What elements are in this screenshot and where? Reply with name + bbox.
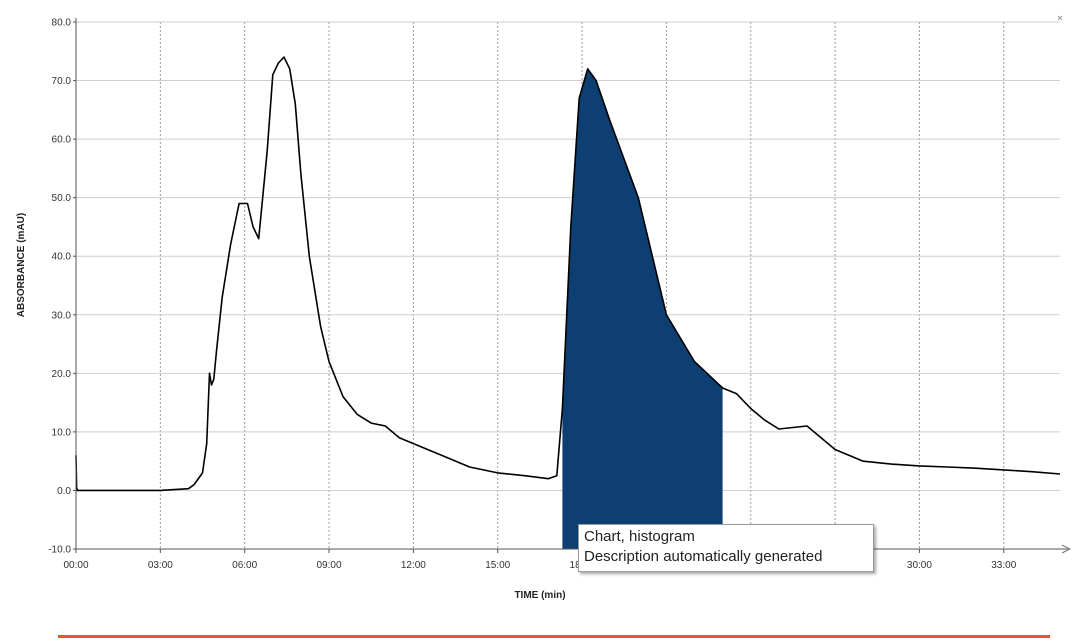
- x-axis-arrow-icon: [1061, 544, 1072, 554]
- y-tick-label: 80.0: [52, 18, 72, 29]
- highlighted-peak-layer: [562, 68, 723, 550]
- absorbance-series-line: [75, 56, 1061, 492]
- x-tick-label: 15:00: [485, 560, 510, 571]
- x-tick-label: 30:00: [907, 560, 932, 571]
- y-tick-label: 20.0: [52, 369, 72, 380]
- highlighted-peak-area: [562, 68, 723, 550]
- image-description-tooltip: Chart, histogram Description automatical…: [578, 524, 874, 572]
- y-tick-label: 30.0: [52, 310, 72, 321]
- y-tick-label: 60.0: [52, 135, 72, 146]
- x-axis-title: TIME (min): [514, 590, 565, 601]
- y-tick-label: 50.0: [52, 193, 72, 204]
- accent-divider: [58, 635, 1050, 638]
- x-tick-label: 33:00: [991, 560, 1016, 571]
- series-line-layer: [75, 56, 1061, 492]
- x-tick-label: 12:00: [401, 560, 426, 571]
- axes: [75, 15, 1072, 554]
- x-tick-label: 03:00: [148, 560, 173, 571]
- tooltip-title: Chart, histogram: [584, 528, 695, 545]
- y-tick-label: -10.0: [48, 545, 71, 556]
- y-tick-label: 70.0: [52, 76, 72, 87]
- corner-mark-icon: [1057, 15, 1063, 21]
- x-tick-label: 06:00: [232, 560, 257, 571]
- y-tick-labels: 80.0 70.0 60.0 50.0 40.0 30.0 20.0 10.0 0.0 -10.0: [48, 18, 76, 556]
- x-tick-label: 00:00: [63, 560, 88, 571]
- y-tick-label: 40.0: [52, 252, 72, 263]
- y-tick-label: 10.0: [52, 427, 72, 438]
- y-tick-label: 0.0: [57, 486, 71, 497]
- x-tick-label: 09:00: [317, 560, 342, 571]
- y-axis-title: ABSORBANCE (mAU): [16, 213, 27, 317]
- tooltip-description: Description automatically generated: [584, 548, 823, 565]
